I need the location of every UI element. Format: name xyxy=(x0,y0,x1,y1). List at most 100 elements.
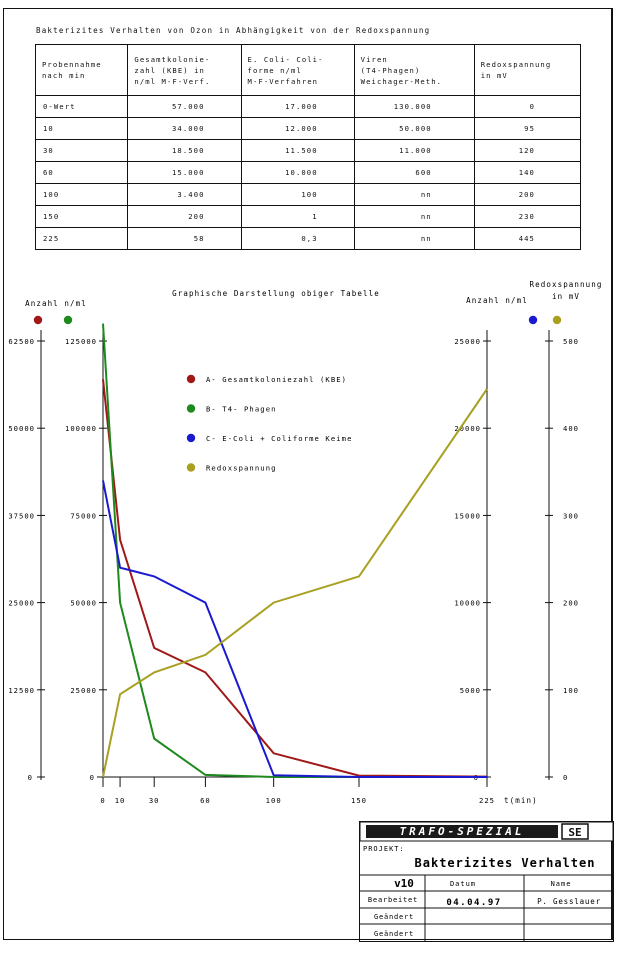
series-line-2 xyxy=(102,480,487,778)
legend-marker xyxy=(186,404,196,413)
axis-phagen-tick-label: 125000 xyxy=(65,337,97,346)
x-tick-label: 10 xyxy=(115,796,126,805)
table-header-cell: Gesamtkolonie-zahl (KBE) in n/ml M-F-Verf… xyxy=(127,44,242,96)
axis-redox-tick-label: 300 xyxy=(563,511,579,520)
axis-color-dot-blue xyxy=(528,315,538,325)
axis-ecoli-tick-label: 25000 xyxy=(454,337,481,346)
header-line: Weichager-Meth. xyxy=(360,76,443,86)
axis-color-dot-green xyxy=(63,315,73,325)
table-header-row: Probennahme nach min Gesamtkolonie-zahl (K… xyxy=(34,44,582,96)
logo-text: SE xyxy=(568,826,581,839)
datum-value: 04.04.97 xyxy=(446,898,501,908)
table-cell: 445 xyxy=(473,227,582,250)
legend-marker xyxy=(186,433,196,443)
name-value: P. Gesslauer xyxy=(537,897,601,906)
legend-label: Redoxspannung xyxy=(206,464,277,473)
brand-band xyxy=(366,825,558,838)
data-table: Probennahme nach min Gesamtkolonie-zahl (K… xyxy=(34,44,582,250)
axis-kbe-tick-label: 50000 xyxy=(8,424,35,433)
axis-redox-tick-label: 500 xyxy=(563,337,579,346)
header-line: M-F-Verfahren xyxy=(247,76,319,86)
table-row: 100 3.400 100 nn 200 xyxy=(34,183,582,206)
axis-ecoli-tick-label: 5000 xyxy=(460,686,481,695)
table-cell: 225 xyxy=(34,227,129,250)
table-cell: 0,3 xyxy=(240,227,355,250)
legend: A- Gesamtkoloniezahl (KBE) B- T4- Phagen C… xyxy=(186,374,353,473)
geaendert-label-2: Geändert xyxy=(374,930,414,938)
bearbeitet-label: Bearbeitet xyxy=(368,896,418,904)
projekt-label: PROJEKT: xyxy=(363,845,405,853)
axis-color-dot-olive xyxy=(552,315,562,325)
axes: 6250050000375002500012500012500010000075… xyxy=(8,315,579,805)
axis-redox-tick-label: 0 xyxy=(563,773,568,782)
axis-phagen-tick-label: 100000 xyxy=(65,424,97,433)
table-header-cell: Redoxspannung in mV xyxy=(473,44,582,96)
axis-phagen-tick-label: 50000 xyxy=(70,599,97,608)
axis-ecoli-tick-label: 20000 xyxy=(454,424,481,433)
table-row: 225 58 0,3 nn 445 xyxy=(34,227,582,250)
header-line: zahl (KBE) in xyxy=(134,65,205,75)
axis-ecoli-tick-label: 10000 xyxy=(454,599,481,608)
legend-marker xyxy=(186,374,196,384)
x-unit-label: t(min) xyxy=(504,796,538,805)
table-row: 0-Wert 57.000 17.000 130.000 0 xyxy=(34,95,582,118)
axis-ecoli-tick-label: 15000 xyxy=(454,511,481,520)
drawing-frame xyxy=(3,8,613,940)
left-axis-label: Anzahl n/ml xyxy=(25,299,87,308)
legend-label: B- T4- Phagen xyxy=(206,405,277,414)
header-line: Probennahme xyxy=(42,60,102,69)
header-line: forme n/ml xyxy=(247,65,302,75)
axis-kbe-tick-label: 62500 xyxy=(8,337,35,346)
series-line-3 xyxy=(102,388,488,778)
axis-kbe-tick-label: 37500 xyxy=(8,511,35,520)
chart-title: Graphische Darstellung obiger Tabelle xyxy=(172,289,380,298)
x-tick-label: 30 xyxy=(149,796,160,805)
header-line: Viren xyxy=(360,54,388,64)
header-line: n/ml M-F-Verf. xyxy=(134,76,211,86)
x-tick-label: 225 xyxy=(479,796,495,805)
table-title: Bakterizites Verhalten von Ozon in Abhän… xyxy=(36,26,431,35)
datum-label: Datum xyxy=(450,880,476,888)
brand-text: TRAFO-SPEZIAL xyxy=(399,825,524,838)
header-line: nach min xyxy=(42,71,86,80)
axis-color-dot-red xyxy=(33,315,43,325)
table-cell: nn xyxy=(353,227,475,250)
header-line: E. Coli- Coli- xyxy=(247,54,324,64)
redox-axis-label-2: in mV xyxy=(552,292,580,301)
table-row: 30 18.500 11.500 11.000 120 xyxy=(34,139,582,162)
geaendert-label-1: Geändert xyxy=(374,913,414,921)
header-line: in mV xyxy=(480,71,508,80)
header-line: Gesamtkolonie- xyxy=(134,54,211,64)
projekt-name: Bakterizites Verhalten xyxy=(415,856,596,870)
x-tick-label: 0 xyxy=(100,796,105,805)
axis-redox-tick-label: 200 xyxy=(563,599,579,608)
legend-label: C- E-Coli + Coliforme Keime xyxy=(206,434,353,443)
series-line-0 xyxy=(102,379,488,778)
name-label: Name xyxy=(551,880,572,888)
right-axis-label: Anzahl n/ml xyxy=(466,296,528,305)
legend-marker xyxy=(186,463,196,472)
x-tick-label: 100 xyxy=(266,796,282,805)
header-line: Redoxspannung xyxy=(480,60,552,69)
header-line: (T4-Phagen) xyxy=(360,65,421,75)
table-row: 60 15.000 10.000 600 140 xyxy=(34,161,582,184)
logo-box xyxy=(561,823,589,840)
series-lines xyxy=(102,323,488,778)
x-tick-label: 60 xyxy=(200,796,211,805)
table-body: 0-Wert 57.000 17.000 130.000 0 10 34.000 12.000… xyxy=(34,95,582,250)
table-row: 150 200 1 nn 230 xyxy=(34,205,582,228)
axis-kbe-tick-label: 25000 xyxy=(8,599,35,608)
axis-redox-tick-label: 400 xyxy=(563,424,579,433)
redox-axis-label-1: Redoxspannung xyxy=(530,280,603,289)
legend-label: A- Gesamtkoloniezahl (KBE) xyxy=(206,375,347,384)
axis-kbe-tick-label: 0 xyxy=(28,773,33,782)
axis-phagen-tick-label: 25000 xyxy=(70,686,97,695)
axis-phagen-tick-label: 75000 xyxy=(70,511,97,520)
axis-kbe-tick-label: 12500 xyxy=(8,686,35,695)
axis-redox-tick-label: 100 xyxy=(563,686,579,695)
version: v10 xyxy=(394,877,414,890)
axis-phagen-tick-label: 0 xyxy=(90,773,95,782)
table-header-cell: Probennahme nach min xyxy=(34,44,129,96)
